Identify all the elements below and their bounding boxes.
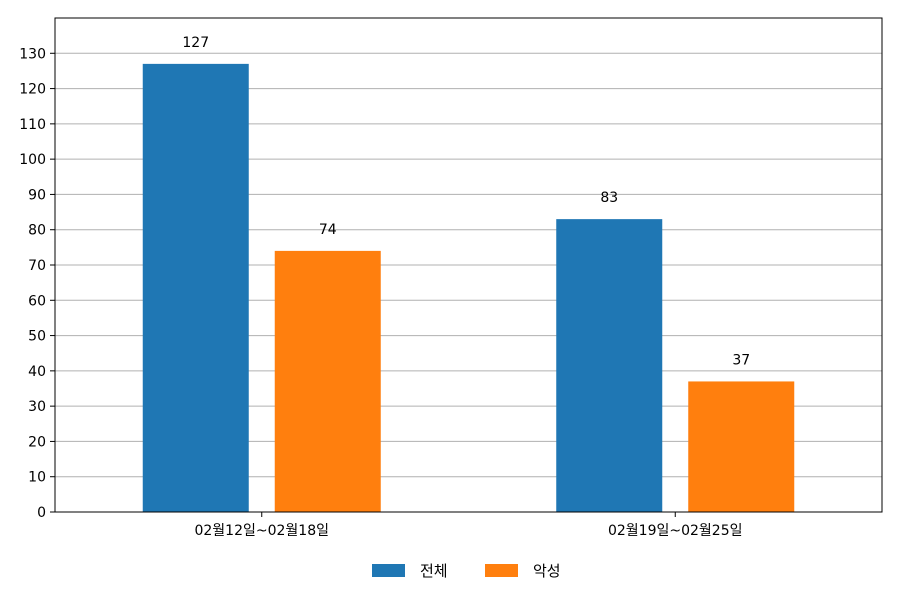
y-tick-label: 110 [19, 117, 46, 133]
bar [556, 219, 663, 512]
x-tick-label: 02월19일~02월25일 [608, 523, 743, 539]
legend-swatch [485, 564, 518, 577]
x-axis: 02월12일~02월18일 02월19일~02월25일 [194, 512, 743, 539]
y-tick-label: 30 [28, 399, 46, 415]
data-labels: 127 74 83 37 [182, 35, 750, 369]
y-tick-label: 90 [28, 187, 46, 203]
legend-swatch [372, 564, 405, 577]
y-tick-label: 40 [28, 364, 46, 380]
bars [142, 63, 795, 512]
legend: 전체 악성 [372, 562, 561, 580]
data-label: 83 [600, 190, 618, 206]
y-tick-label: 20 [28, 434, 46, 450]
x-tick-label: 02월12일~02월18일 [194, 523, 329, 539]
y-axis: 0 10 20 30 40 50 60 70 80 90 100 110 120 130 [19, 46, 55, 521]
bar [688, 381, 795, 512]
bar [274, 250, 381, 512]
y-tick-label: 10 [28, 470, 46, 486]
data-label: 127 [182, 35, 209, 51]
y-tick-label: 80 [28, 223, 46, 239]
y-tick-label: 130 [19, 46, 46, 62]
y-tick-label: 60 [28, 293, 46, 309]
bar [142, 63, 249, 512]
data-label: 74 [319, 222, 337, 238]
legend-label: 전체 [420, 562, 448, 580]
y-tick-label: 70 [28, 258, 46, 274]
y-tick-label: 50 [28, 329, 46, 345]
y-tick-label: 100 [19, 152, 46, 168]
y-tick-label: 0 [37, 505, 46, 521]
y-tick-label: 120 [19, 82, 46, 98]
data-label: 37 [732, 352, 750, 368]
legend-label: 악성 [533, 562, 561, 580]
